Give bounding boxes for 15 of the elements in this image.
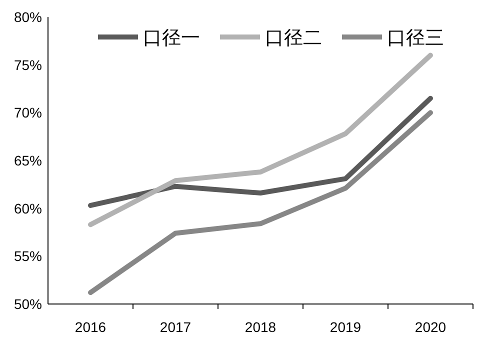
y-tick-label: 50% (14, 296, 42, 312)
x-tick-label: 2017 (160, 319, 192, 335)
legend-label: 口径一 (143, 28, 200, 49)
legend-label: 口径三 (387, 28, 444, 49)
x-tick-label: 2016 (74, 319, 106, 335)
x-tick-label: 2018 (244, 319, 276, 335)
y-tick-label: 80% (14, 9, 42, 25)
x-tick-label: 2019 (330, 319, 362, 335)
y-tick-label: 75% (14, 56, 42, 73)
legend-label: 口径二 (265, 28, 322, 49)
y-tick-label: 55% (14, 248, 42, 264)
x-tick-label: 2020 (414, 319, 446, 335)
y-tick-label: 70% (14, 104, 42, 121)
y-tick-label: 65% (14, 152, 42, 168)
y-tick-label: 60% (14, 200, 42, 216)
